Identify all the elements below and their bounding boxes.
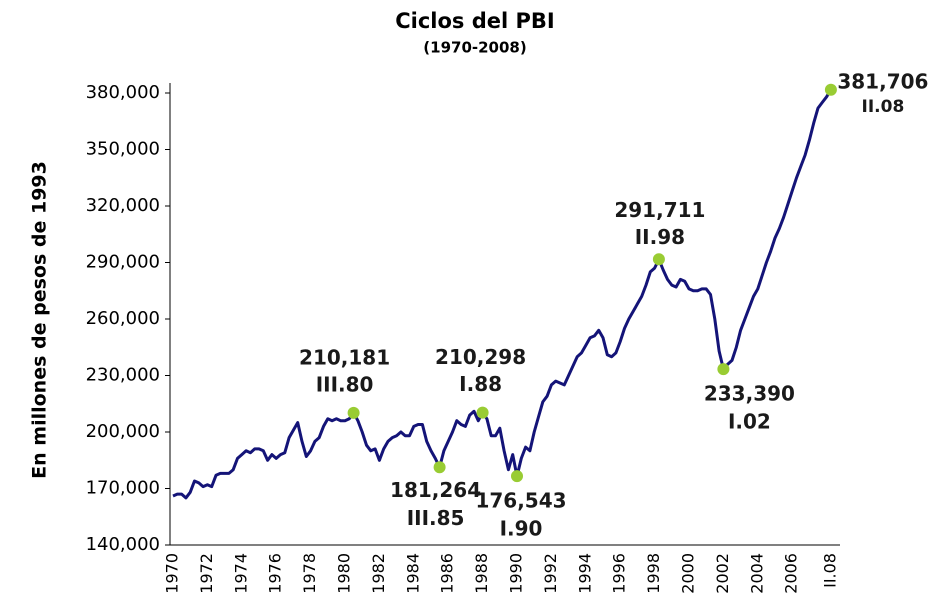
x-tick-label: 1988 (472, 553, 491, 594)
x-tick-label: 1998 (644, 553, 663, 594)
chart-subtitle: (1970-2008) (423, 39, 526, 57)
x-tick-label: 1996 (610, 553, 629, 594)
x-tick-label: 2004 (747, 553, 766, 594)
point-value-label: 210,181 (299, 345, 390, 369)
point-value-label: 176,543 (475, 489, 566, 513)
x-tick-label: 1972 (197, 553, 216, 594)
point-value-label: 233,390 (704, 382, 795, 406)
point-value-label: 210,298 (435, 345, 526, 369)
x-tick-label: 2000 (679, 553, 698, 594)
x-tick-label: 1984 (403, 553, 422, 594)
y-tick-label: 140,000 (86, 534, 160, 555)
x-tick-label: 1970 (163, 553, 182, 594)
y-tick-label: 200,000 (86, 421, 160, 442)
highlight-point (717, 363, 730, 376)
y-tick-label: 170,000 (86, 478, 160, 499)
highlight-point (824, 83, 837, 96)
x-tick-label: 1994 (575, 553, 594, 594)
chart-title: Ciclos del PBI (395, 9, 555, 33)
highlight-point (347, 406, 360, 419)
point-value-label: 181,264 (390, 478, 481, 502)
highlight-point (511, 470, 523, 483)
point-period-label: II.98 (635, 225, 685, 249)
line (172, 89, 833, 500)
point-period-label: I.90 (500, 517, 543, 541)
x-tick-label: 1992 (541, 553, 560, 594)
y-tick-label: 260,000 (86, 308, 160, 329)
highlight-point (652, 253, 665, 266)
point-period-label: I.88 (459, 372, 502, 396)
x-tick-label: 1978 (300, 553, 319, 594)
point-period-label: III.85 (407, 506, 465, 530)
y-tick-label: 230,000 (86, 365, 160, 386)
y-tick-label: 320,000 (86, 195, 160, 216)
point-period-label: II.08 (862, 97, 905, 117)
x-tick-label: 1976 (266, 553, 285, 594)
x-tick-label: 2006 (782, 553, 801, 594)
x-tick-label: 1982 (369, 553, 388, 594)
point-value-label: 381,706 (837, 69, 928, 93)
highlight-point (433, 461, 446, 474)
x-tick-label: II.08 (820, 553, 839, 588)
x-tick-label: 2002 (713, 553, 732, 594)
point-period-label: I.02 (728, 410, 771, 434)
y-tick-label: 380,000 (86, 82, 160, 103)
y-tick-label: 290,000 (86, 252, 160, 273)
point-value-label: 291,711 (614, 198, 705, 222)
y-tick-label: 350,000 (86, 139, 160, 160)
x-tick-label: 1990 (507, 553, 526, 594)
x-tick-label: 1986 (438, 553, 457, 594)
x-tick-label: 1974 (231, 553, 250, 594)
x-tick-label: 1980 (335, 553, 354, 594)
highlight-point (476, 406, 489, 419)
y-axis-label: En millones de pesos de 1993 (29, 161, 51, 479)
point-period-label: III.80 (316, 372, 374, 396)
